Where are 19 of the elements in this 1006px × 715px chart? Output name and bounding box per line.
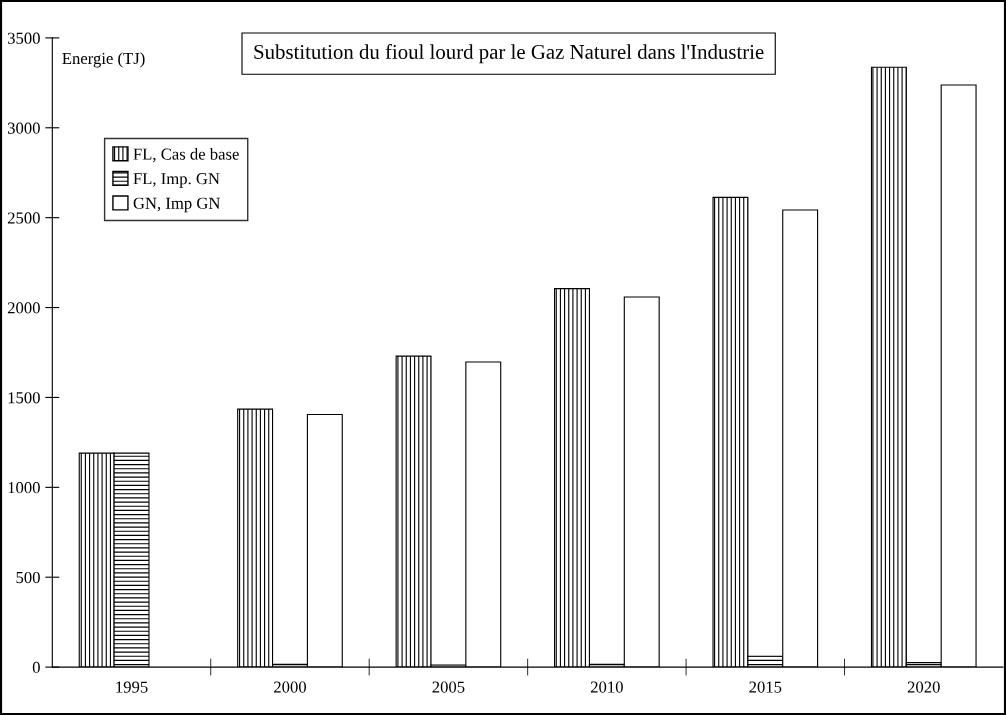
y-tick-label: 0 (32, 661, 40, 674)
x-tick-label: 2020 (907, 681, 940, 693)
x-tick-label: 2015 (749, 681, 782, 693)
legend-label: GN, Imp GN (133, 197, 221, 213)
y-tick-label: 2000 (7, 302, 40, 314)
y-tick-label: 500 (16, 571, 40, 584)
y-tick-label: 1000 (8, 482, 40, 494)
chart-title: Substitution du fioul lourd par le Gaz Naturel dans l'Industrie (254, 44, 764, 64)
x-tick-label: 2000 (274, 681, 307, 693)
y-tick-label: 2500 (7, 212, 40, 224)
x-tick-label: 1995 (116, 681, 148, 693)
legend-label: FL, Imp. GN (133, 173, 220, 188)
x-tick-label: 2010 (590, 681, 623, 693)
y-tick-label: 1500 (8, 392, 40, 404)
legend-label: FL, Cas de base (133, 148, 239, 163)
y-tick-label: 3000 (7, 122, 40, 134)
y-axis-title: Energie (TJ) (62, 52, 145, 68)
x-tick-label: 2005 (432, 681, 465, 693)
y-tick-label: 3500 (7, 32, 40, 44)
